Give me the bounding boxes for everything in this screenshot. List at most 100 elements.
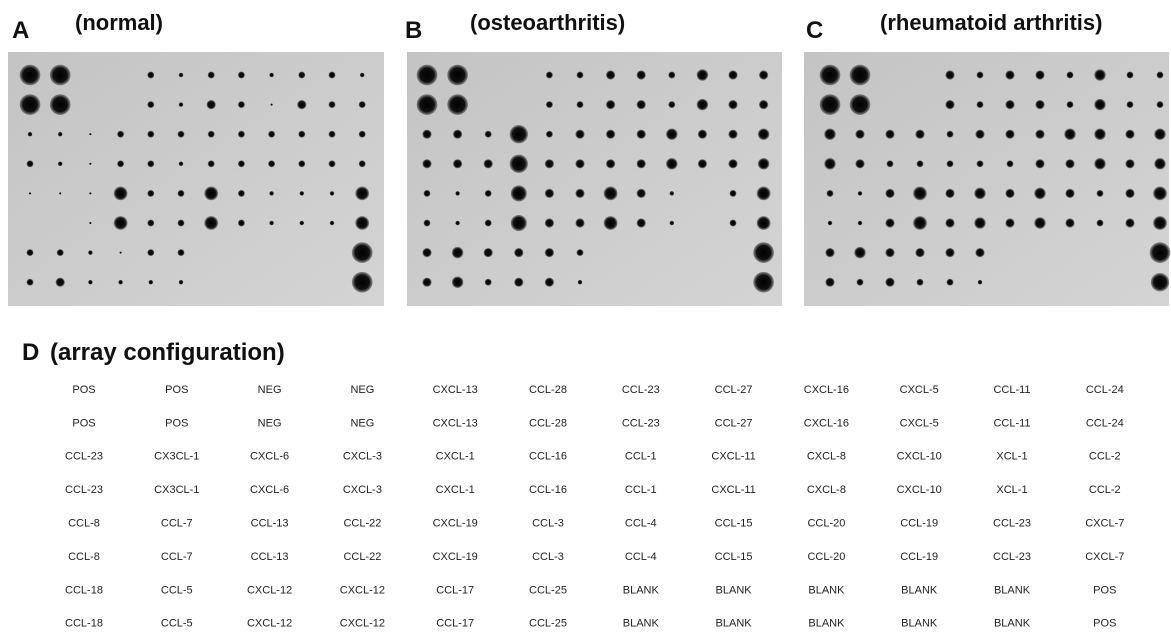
config-cell: BLANK bbox=[808, 584, 845, 596]
blot-spot bbox=[670, 221, 675, 226]
blot-spot bbox=[945, 218, 954, 227]
panel-label: (normal) bbox=[75, 10, 163, 35]
blot-spot bbox=[820, 94, 841, 115]
config-cell: CXCL-19 bbox=[433, 518, 478, 530]
blot-spot bbox=[757, 216, 771, 230]
blot-spot bbox=[857, 279, 864, 286]
config-cell: BLANK bbox=[994, 618, 1031, 630]
blot-spot bbox=[730, 220, 737, 227]
blot-spot bbox=[885, 130, 894, 139]
blot-spot bbox=[329, 131, 336, 138]
config-cell: CCL-18 bbox=[65, 618, 103, 630]
config-cell: CCL-23 bbox=[622, 384, 660, 396]
blot-spot bbox=[1035, 130, 1044, 139]
blot-spot bbox=[1157, 101, 1164, 108]
blot-spot bbox=[759, 70, 768, 79]
blot-spot bbox=[1005, 189, 1014, 198]
blot-spot bbox=[207, 100, 216, 109]
blot-spot bbox=[452, 276, 464, 288]
config-cell: CXCL-7 bbox=[1085, 518, 1124, 530]
blot-spot bbox=[945, 100, 954, 109]
blot-spot bbox=[546, 72, 553, 79]
blot-spot bbox=[58, 162, 63, 167]
config-cell: CXCL-6 bbox=[250, 451, 289, 463]
blot-spot bbox=[1094, 99, 1106, 111]
config-cell: POS bbox=[1093, 618, 1116, 630]
blot-spot bbox=[850, 65, 871, 86]
blot-spot bbox=[329, 72, 336, 79]
config-cell: CXCL-10 bbox=[897, 484, 942, 496]
blot-film bbox=[407, 52, 782, 306]
blot-spot bbox=[885, 278, 894, 287]
blot-spot bbox=[485, 279, 492, 286]
config-cell: CXCL-1 bbox=[436, 484, 475, 496]
blot-spot bbox=[827, 190, 834, 197]
config-cell: POS bbox=[72, 417, 95, 429]
config-cell: CXCL-12 bbox=[340, 618, 385, 630]
config-cell: CCL-27 bbox=[715, 417, 753, 429]
blot-spot bbox=[575, 189, 584, 198]
config-cell: CXCL-8 bbox=[807, 484, 846, 496]
blot-spot bbox=[424, 190, 431, 197]
config-cell: CCL-23 bbox=[65, 451, 103, 463]
blot-spot bbox=[1005, 70, 1014, 79]
blot-spot bbox=[1005, 100, 1014, 109]
blot-spot bbox=[913, 216, 927, 230]
blot-spot bbox=[1151, 273, 1169, 291]
blot-spot bbox=[269, 191, 274, 196]
blot-spot bbox=[885, 248, 894, 257]
blot-spot bbox=[510, 155, 528, 173]
blot-spot bbox=[577, 249, 584, 256]
blot-spot bbox=[825, 278, 834, 287]
config-cell: CCL-16 bbox=[529, 484, 567, 496]
blot-film bbox=[804, 52, 1169, 306]
blot-spot bbox=[238, 72, 245, 79]
blot-spot bbox=[545, 159, 554, 168]
config-cell: CCL-25 bbox=[529, 618, 567, 630]
config-cell: BLANK bbox=[808, 618, 845, 630]
blot-spot bbox=[455, 191, 460, 196]
blot-spot bbox=[1154, 158, 1166, 170]
blot-spot bbox=[89, 192, 91, 194]
blot-spot bbox=[57, 249, 64, 256]
config-cell: CCL-22 bbox=[343, 518, 381, 530]
config-cell: CCL-20 bbox=[807, 518, 845, 530]
blot-spot bbox=[50, 94, 71, 115]
blot-spot bbox=[114, 187, 128, 201]
blot-spot bbox=[117, 160, 124, 167]
blot-spot bbox=[510, 125, 528, 143]
blot-spot bbox=[56, 278, 65, 287]
blot-spot bbox=[824, 158, 836, 170]
blot-spot bbox=[204, 187, 218, 201]
config-cell: CXCL-12 bbox=[340, 584, 385, 596]
blot-spot bbox=[20, 94, 41, 115]
blot-spot bbox=[359, 160, 366, 167]
blot-spot bbox=[179, 162, 184, 167]
blot-spot bbox=[1125, 130, 1134, 139]
blot-spot bbox=[1150, 242, 1171, 263]
blot-spot bbox=[88, 280, 93, 285]
blot-spot bbox=[575, 130, 584, 139]
blot-spot bbox=[1125, 189, 1134, 198]
blot-spot bbox=[545, 218, 554, 227]
config-cell: CXCL-7 bbox=[1085, 551, 1124, 563]
blot-spot bbox=[268, 160, 275, 167]
blot-spot bbox=[422, 248, 431, 257]
blot-spot bbox=[947, 131, 954, 138]
blot-spot bbox=[666, 128, 678, 140]
blot-spot bbox=[1067, 72, 1074, 79]
config-cell: CCL-23 bbox=[993, 551, 1031, 563]
blot-spot bbox=[546, 131, 553, 138]
blot-spot bbox=[119, 251, 121, 253]
config-cell: NEG bbox=[258, 417, 282, 429]
blot-spot bbox=[238, 131, 245, 138]
blot-spot bbox=[977, 72, 984, 79]
config-cell: CCL-23 bbox=[993, 518, 1031, 530]
blot-spot bbox=[1153, 187, 1167, 201]
blot-spot bbox=[637, 189, 646, 198]
blot-spot bbox=[945, 70, 954, 79]
blot-spot bbox=[147, 249, 154, 256]
blot-spot bbox=[352, 272, 373, 293]
blot-spot bbox=[27, 249, 34, 256]
blot-spot bbox=[147, 220, 154, 227]
